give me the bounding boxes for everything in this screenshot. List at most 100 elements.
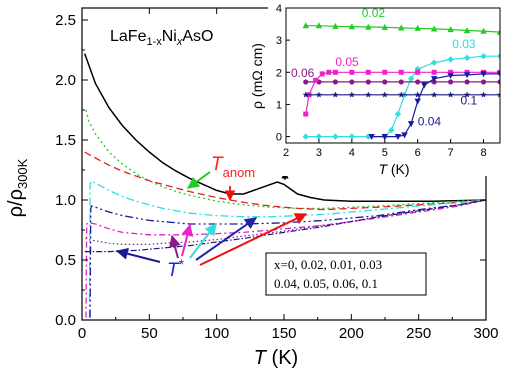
inset-marker — [496, 71, 500, 78]
x-tick-label-3: 150 — [271, 325, 296, 342]
inset-marker — [398, 91, 405, 98]
inset-marker — [303, 111, 309, 117]
inset-series-label-0: 0.02 — [362, 6, 386, 20]
inset-marker — [332, 22, 339, 29]
inset-marker — [447, 56, 454, 63]
y-tick-label-4: 2.0 — [55, 72, 76, 89]
inset-marker — [496, 28, 500, 35]
x-tick-label-0: 0 — [78, 325, 86, 342]
inset-marker — [382, 69, 388, 75]
y-tick-label-5: 2.5 — [55, 12, 76, 29]
inset-series-line-1 — [305, 55, 500, 138]
x-tick-label-4: 200 — [339, 325, 364, 342]
inset-marker — [315, 22, 323, 29]
inset-marker — [463, 72, 471, 79]
x-axis-label: T (K) — [254, 347, 298, 369]
y-tick-label-0: 0.0 — [55, 312, 76, 329]
inset-marker — [463, 27, 471, 34]
inset-marker — [421, 82, 428, 89]
inset-marker — [430, 25, 438, 32]
inset-x-tick-label-4: 6 — [415, 147, 421, 159]
inset-y-axis-label: ρ (mΩ cm) — [249, 43, 265, 109]
inset-marker — [448, 79, 454, 85]
inset-marker — [302, 133, 309, 140]
inset-x-tick-label-6: 8 — [480, 147, 486, 159]
inset-frame — [285, 7, 501, 144]
inset-marker — [315, 133, 323, 140]
series-line-1 — [85, 109, 486, 210]
t-star-arrow-cyan — [189, 223, 217, 259]
t-star-arrow-magenta — [181, 223, 194, 257]
inset-marker — [407, 121, 415, 128]
inset-marker — [496, 53, 500, 60]
inset-series-label-1: 0.03 — [452, 37, 476, 51]
inset-y-tick-label-2: 2 — [276, 67, 282, 79]
inset-marker — [407, 75, 415, 82]
legend-line-1: x=0, 0.02, 0.01, 0.03 — [274, 257, 382, 272]
inset-marker — [480, 71, 487, 78]
inset-plot: 2 3 4 5 6 7 8 0 1 2 3 4 0.02 0.03 0.06 0.05 0.1 0.04 ρ (m… — [249, 3, 502, 177]
inset-marker — [315, 91, 323, 98]
inset-background — [268, 4, 502, 176]
t-star-arrow-blue — [195, 217, 257, 261]
y-tick-label-1: 0.5 — [55, 252, 76, 269]
series-line-2 — [84, 151, 486, 211]
inset-marker — [464, 79, 470, 85]
t-star-label: T* — [167, 256, 185, 281]
inset-marker — [447, 72, 454, 79]
inset-x-axis-label: T (K) — [378, 161, 409, 177]
inset-marker — [394, 133, 402, 140]
t-star-arrow-purple — [169, 234, 181, 259]
inset-marker — [365, 79, 371, 85]
inset-marker — [497, 79, 500, 85]
series-line-3 — [88, 179, 486, 318]
inset-marker — [348, 133, 356, 140]
x-tick-label-2: 100 — [204, 325, 229, 342]
inset-marker — [348, 91, 356, 98]
inset-marker — [414, 24, 421, 31]
y-tick-label-2: 1.0 — [55, 192, 76, 209]
t-anom-arrow-green — [187, 171, 211, 189]
series-line-0 — [83, 53, 486, 202]
inset-y-tick-label-3: 3 — [276, 35, 282, 47]
inset-marker — [415, 79, 421, 85]
inset-marker — [447, 91, 454, 98]
inset-marker — [319, 71, 325, 77]
inset-x-tick-label-2: 4 — [349, 147, 355, 159]
inset-marker — [332, 133, 339, 140]
t-star-arrow-red — [199, 213, 308, 266]
inset-marker — [302, 22, 309, 29]
inset-marker — [332, 69, 338, 75]
inset-marker — [480, 79, 487, 85]
legend-line-2: 0.04, 0.05, 0.06, 0.1 — [274, 276, 378, 291]
inset-marker — [447, 26, 454, 33]
compound-label: LaFe1-xNixAsO — [110, 28, 213, 48]
inset-marker — [430, 76, 438, 83]
inset-marker — [394, 110, 402, 118]
series-line-7 — [84, 199, 486, 253]
inset-series-label-5: 0.04 — [418, 114, 442, 128]
inset-marker — [398, 79, 404, 85]
inset-marker — [414, 98, 421, 105]
inset-marker — [480, 91, 487, 98]
legend-box: x=0, 0.02, 0.01, 0.03 0.04, 0.05, 0.06, … — [265, 252, 427, 296]
inset-marker — [381, 91, 388, 98]
inset-marker — [398, 24, 405, 31]
inset-marker — [365, 69, 371, 75]
series-line-6 — [85, 199, 486, 245]
inset-marker — [332, 79, 338, 85]
inset-x-tick-label-3: 5 — [382, 147, 388, 159]
x-tick-label-6: 300 — [473, 325, 498, 342]
inset-x-tick-label-5: 7 — [448, 147, 454, 159]
inset-marker — [414, 91, 421, 98]
inset-marker — [382, 79, 388, 85]
inset-marker — [365, 23, 372, 30]
inset-marker — [398, 69, 404, 75]
inset-marker — [463, 91, 471, 98]
inset-marker — [302, 91, 309, 98]
t-anom-label: Tanom — [211, 154, 255, 180]
inset-marker — [326, 69, 332, 75]
inset-x-tick-label-1: 3 — [316, 147, 322, 159]
